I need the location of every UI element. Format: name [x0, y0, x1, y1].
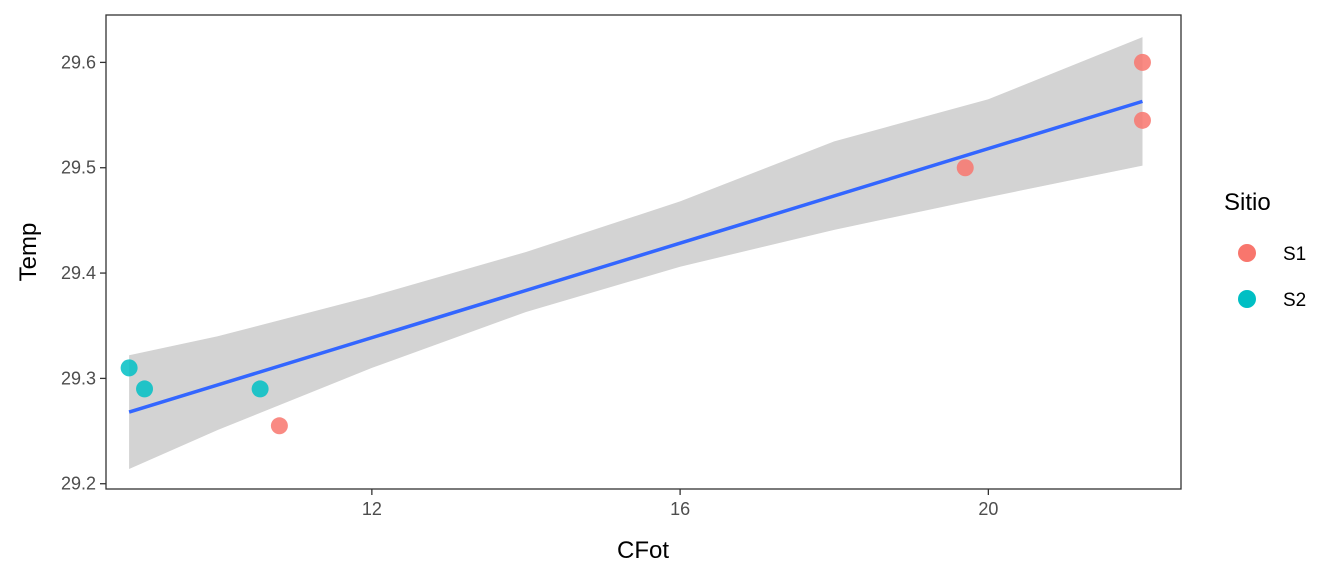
- data-point-s1: [270, 417, 288, 435]
- plot-panel-border: [105, 14, 1182, 490]
- confidence-band-layer: [129, 37, 1143, 469]
- legend-label-s2: S2: [1283, 290, 1306, 311]
- data-point-s2: [251, 380, 269, 398]
- fit-line: [128, 99, 1143, 414]
- x-axis-title: CFot: [617, 537, 669, 564]
- y-axis-title: Temp: [15, 223, 42, 282]
- y-tick-label: 29.4: [61, 263, 96, 283]
- y-tick-label: 29.5: [61, 158, 96, 178]
- x-tick-label: 20: [978, 499, 998, 519]
- y-tick-label: 29.2: [61, 474, 96, 494]
- data-point-s1: [956, 159, 974, 177]
- y-tick-label: 29.6: [61, 52, 96, 72]
- legend-label-s1: S1: [1283, 244, 1306, 265]
- fit-line-layer: [128, 99, 1143, 414]
- x-axis: 12 16 20: [362, 489, 998, 519]
- x-tick-label: 16: [670, 499, 690, 519]
- legend-title: Sitio: [1224, 189, 1271, 216]
- x-tick-label: 12: [362, 499, 382, 519]
- confidence-band: [129, 37, 1143, 469]
- legend-entries: S1 S2: [1238, 244, 1306, 311]
- points-layer: [120, 53, 1151, 435]
- data-point-s1: [1133, 111, 1151, 129]
- legend: Sitio S1 S2: [1224, 189, 1306, 311]
- legend-key-s2: [1238, 290, 1256, 308]
- y-axis: 29.2 29.3 29.4 29.5 29.6: [61, 52, 106, 494]
- data-point-s2: [136, 380, 154, 398]
- data-point-s1: [1133, 53, 1151, 71]
- legend-key-s1: [1238, 244, 1256, 262]
- y-tick-label: 29.3: [61, 368, 96, 388]
- data-point-s2: [120, 359, 138, 377]
